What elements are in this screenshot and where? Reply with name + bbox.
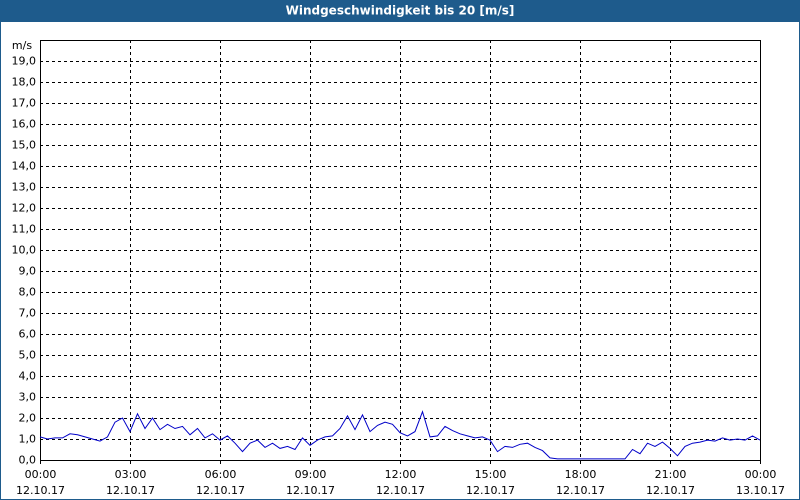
y-tick-label: 5,0 <box>19 349 37 362</box>
x-tick-label: 06:00 <box>205 468 237 481</box>
x-tick-label: 12:00 <box>385 468 417 481</box>
y-tick-label: 14,0 <box>12 160 37 173</box>
y-tick-label: 8,0 <box>19 286 37 299</box>
y-tick-label: 6,0 <box>19 328 37 341</box>
y-tick-label: 17,0 <box>12 97 37 110</box>
y-tick-label: 18,0 <box>12 76 37 89</box>
y-tick-label: 12,0 <box>12 202 37 215</box>
y-axis-label: m/s <box>12 39 32 52</box>
y-tick-label: 4,0 <box>19 370 37 383</box>
y-tick-label: 10,0 <box>12 244 37 257</box>
y-tick-label: 9,0 <box>19 265 37 278</box>
x-tick-date: 12.10.17 <box>286 484 335 497</box>
y-tick-label: 2,0 <box>19 412 37 425</box>
x-tick-date: 12.10.17 <box>466 484 515 497</box>
y-tick-label: 15,0 <box>12 139 37 152</box>
y-tick-label: 16,0 <box>12 118 37 131</box>
x-tick-label: 00:00 <box>745 468 777 481</box>
x-tick-label: 00:00 <box>25 468 57 481</box>
x-tick-date: 12.10.17 <box>646 484 695 497</box>
x-tick-date: 12.10.17 <box>196 484 245 497</box>
data-line <box>39 410 761 460</box>
title-bar <box>0 0 800 22</box>
x-tick-date: 12.10.17 <box>16 484 65 497</box>
x-tick-label: 18:00 <box>565 468 597 481</box>
x-tick-date: 12.10.17 <box>556 484 605 497</box>
x-tick-date: 12.10.17 <box>376 484 425 497</box>
x-tick-date: 12.10.17 <box>106 484 155 497</box>
plot-border <box>40 40 761 461</box>
x-tick-label: 21:00 <box>655 468 687 481</box>
y-tick-label: 11,0 <box>12 223 37 236</box>
chart-title: Windgeschwindigkeit bis 20 [m/s] <box>286 4 515 18</box>
x-tick-date: 13.10.17 <box>736 484 785 497</box>
y-tick-label: 19,0 <box>12 55 37 68</box>
y-tick-label: 7,0 <box>19 307 37 320</box>
y-tick-label: 1,0 <box>19 433 37 446</box>
x-tick-label: 09:00 <box>295 468 327 481</box>
x-tick-label: 03:00 <box>115 468 147 481</box>
y-tick-label: 3,0 <box>19 391 37 404</box>
y-tick-label: 13,0 <box>12 181 37 194</box>
y-tick-label: 0,0 <box>19 454 37 467</box>
x-tick-label: 15:00 <box>475 468 507 481</box>
